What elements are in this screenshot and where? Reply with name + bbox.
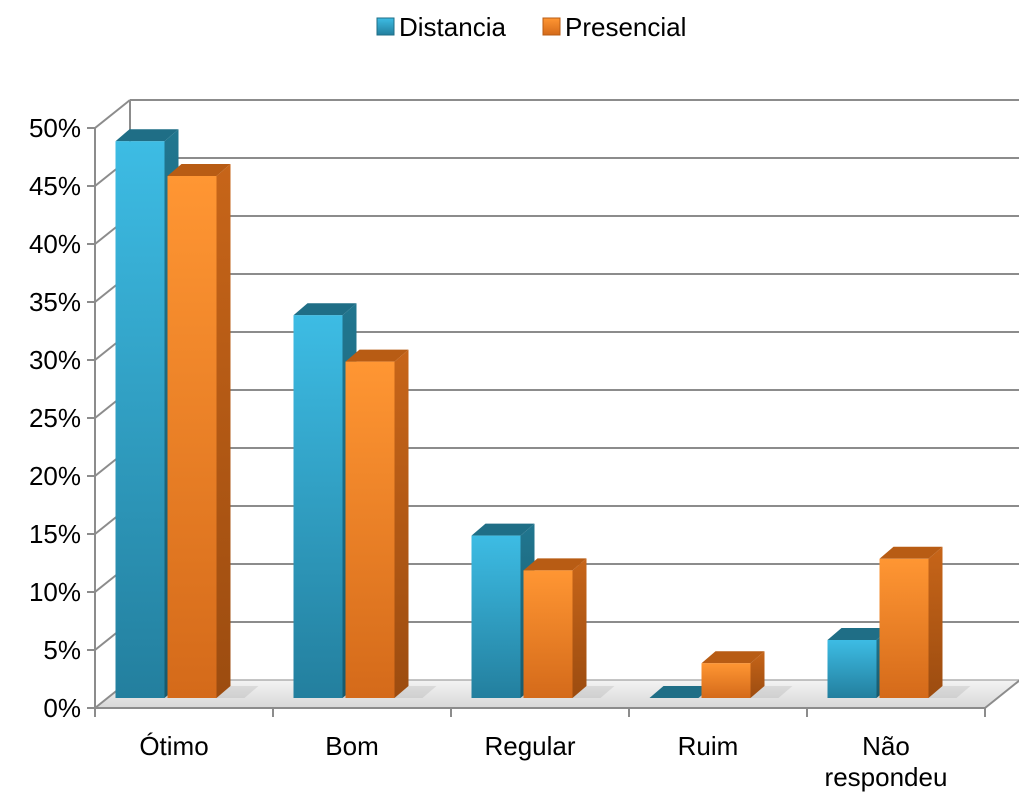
bar-presencial-2 bbox=[523, 558, 615, 698]
gridline bbox=[94, 331, 1019, 361]
gridline bbox=[94, 505, 1019, 535]
bar-presencial-3 bbox=[701, 651, 793, 698]
y-tick-label: 50% bbox=[29, 113, 81, 143]
gridline bbox=[94, 389, 1019, 419]
y-tick-label: 35% bbox=[29, 287, 81, 317]
gridline bbox=[94, 99, 1019, 129]
bar-presencial-0 bbox=[167, 164, 259, 698]
legend-label: Distancia bbox=[399, 12, 506, 42]
y-tick-label: 25% bbox=[29, 403, 81, 433]
y-tick-label: 5% bbox=[43, 635, 81, 665]
x-axis-category-labels: Ótimo Bom Regular Ruim Não respondeu bbox=[139, 731, 947, 792]
y-tick-label: 20% bbox=[29, 461, 81, 491]
bar-presencial-4 bbox=[879, 546, 971, 698]
x-category-label: Ótimo bbox=[139, 731, 208, 761]
x-category-label: Não respondeu bbox=[825, 731, 948, 792]
y-tick-label: 0% bbox=[43, 693, 81, 723]
legend-swatch bbox=[542, 17, 561, 36]
legend-item-distancia: Distancia bbox=[376, 12, 506, 42]
x-category-label: Regular bbox=[484, 731, 575, 761]
gridline bbox=[94, 447, 1019, 477]
y-tick-label: 30% bbox=[29, 345, 81, 375]
axes bbox=[87, 127, 1019, 717]
y-tick-label: 45% bbox=[29, 171, 81, 201]
legend-item-presencial: Presencial bbox=[542, 12, 686, 42]
gridline bbox=[94, 157, 1019, 187]
floor-right-edge bbox=[984, 679, 1019, 709]
legend: Distancia Presencial bbox=[376, 12, 686, 42]
legend-swatch bbox=[376, 17, 395, 36]
bar-presencial-1 bbox=[345, 349, 437, 698]
x-category-label: Bom bbox=[325, 731, 378, 761]
y-tick-label: 40% bbox=[29, 229, 81, 259]
gridline bbox=[94, 273, 1019, 303]
x-category-label: Ruim bbox=[678, 731, 739, 761]
y-tick-label: 10% bbox=[29, 577, 81, 607]
bars bbox=[115, 129, 971, 698]
y-axis-tick-labels: 0% 5% 10% 15% 20% 25% 30% 35% 40% 45% 50% bbox=[29, 113, 81, 723]
gridline bbox=[94, 215, 1019, 245]
legend-label: Presencial bbox=[565, 12, 686, 42]
y-tick-label: 15% bbox=[29, 519, 81, 549]
